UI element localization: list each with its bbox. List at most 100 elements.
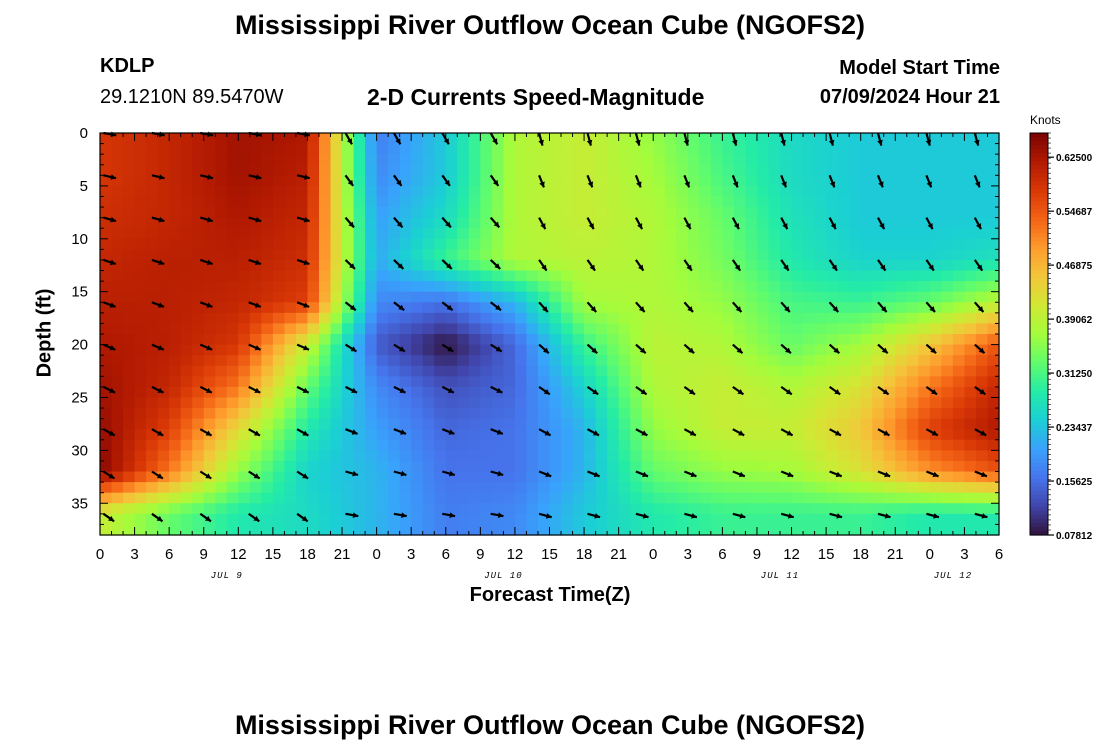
heatmap-cell	[722, 355, 735, 367]
heatmap-cell	[146, 323, 159, 335]
heatmap-cell	[226, 185, 239, 198]
heatmap-cell	[157, 471, 170, 483]
heatmap-cell	[826, 164, 839, 176]
heatmap-cell	[826, 143, 839, 155]
heatmap-cell	[123, 143, 136, 155]
heatmap-cell	[480, 334, 493, 346]
heatmap-cell	[964, 471, 977, 483]
current-arrow-head	[636, 181, 642, 188]
heatmap-cell	[975, 334, 989, 346]
heatmap-cell	[342, 524, 355, 536]
heatmap-cell	[445, 513, 458, 526]
heatmap-cell	[918, 154, 931, 166]
heatmap-cell	[203, 228, 216, 240]
heatmap-cell	[641, 460, 654, 473]
date-label: JUL 10	[484, 571, 522, 581]
heatmap-cell	[975, 259, 989, 272]
heatmap-cell	[111, 503, 124, 515]
heatmap-cell	[157, 408, 170, 420]
current-arrow-head	[447, 346, 454, 352]
heatmap-cell	[733, 249, 747, 261]
heatmap-cell	[780, 397, 793, 409]
heatmap-cell	[572, 460, 585, 473]
heatmap-cell	[676, 397, 689, 409]
colorbar-step	[1030, 486, 1048, 492]
heatmap-cell	[906, 344, 919, 356]
heatmap-cell	[803, 154, 816, 166]
heatmap-cell	[111, 439, 124, 451]
heatmap-cell	[584, 503, 597, 515]
heatmap-cell	[572, 334, 585, 346]
colorbar-step	[1030, 189, 1048, 194]
heatmap-cell	[226, 143, 239, 155]
heatmap-cell	[111, 460, 124, 473]
heatmap-cell	[249, 312, 262, 325]
heatmap-cell	[561, 312, 574, 325]
heatmap-cell	[342, 365, 355, 377]
heatmap-cell	[422, 259, 435, 272]
heatmap-cell	[411, 270, 424, 282]
heatmap-cell	[837, 323, 850, 335]
heatmap-cell	[399, 450, 412, 462]
heatmap-cell	[849, 365, 862, 377]
heatmap-cell	[169, 302, 182, 314]
heatmap-cell	[653, 259, 666, 272]
heatmap-cell	[526, 482, 539, 494]
heatmap-cell	[226, 196, 239, 208]
heatmap-cell	[952, 397, 966, 409]
current-arrow-head	[589, 264, 595, 271]
heatmap-cell	[676, 270, 689, 282]
current-arrow-head	[495, 304, 501, 311]
heatmap-cell	[434, 154, 447, 166]
heatmap-cell	[883, 460, 896, 473]
heatmap-cell	[561, 460, 574, 473]
current-arrow-head	[835, 430, 841, 436]
heatmap-cell	[365, 397, 378, 409]
heatmap-cell	[664, 439, 677, 451]
heatmap-cell	[445, 207, 458, 219]
heatmap-cell	[699, 397, 712, 409]
heatmap-cell	[123, 450, 136, 462]
heatmap-cell	[837, 154, 850, 166]
heatmap-cell	[445, 259, 458, 272]
heatmap-cell	[756, 524, 770, 536]
heatmap-cell	[975, 503, 989, 515]
heatmap-cell	[929, 334, 942, 346]
heatmap-cell	[376, 143, 389, 155]
heatmap-cell	[607, 154, 620, 166]
current-arrow-head	[782, 223, 788, 230]
heatmap-cell	[906, 355, 919, 367]
heatmap-cell	[330, 503, 343, 515]
heatmap-cell	[710, 238, 723, 250]
heatmap-cell	[837, 334, 850, 346]
heatmap-cell	[826, 524, 839, 536]
colorbar-step	[1030, 494, 1048, 500]
heatmap-cell	[526, 291, 539, 303]
current-arrow-head	[786, 430, 793, 436]
colorbar-step	[1030, 193, 1048, 198]
heatmap-cell	[860, 270, 873, 282]
heatmap-cell	[169, 238, 182, 250]
heatmap-cell	[192, 164, 205, 176]
heatmap-cell	[733, 397, 747, 409]
heatmap-cell	[353, 291, 366, 303]
heatmap-cell	[537, 460, 551, 473]
heatmap-cell	[480, 133, 493, 145]
heatmap-cell	[941, 185, 954, 198]
heatmap-cell	[607, 355, 620, 367]
heatmap-cell	[572, 408, 585, 420]
heatmap-cell	[399, 503, 412, 515]
heatmap-cell	[676, 175, 689, 187]
heatmap-cell	[388, 228, 401, 240]
heatmap-cell	[906, 249, 919, 261]
heatmap-cell	[710, 376, 723, 388]
heatmap-cell	[238, 492, 251, 504]
heatmap-cell	[975, 460, 989, 473]
heatmap-cell	[849, 513, 862, 526]
heatmap-cell	[330, 228, 343, 240]
heatmap-cell	[261, 185, 274, 198]
heatmap-cell	[595, 503, 608, 515]
heatmap-cell	[872, 323, 885, 335]
date-label: JUL 12	[934, 571, 972, 581]
heatmap-cell	[261, 238, 274, 250]
